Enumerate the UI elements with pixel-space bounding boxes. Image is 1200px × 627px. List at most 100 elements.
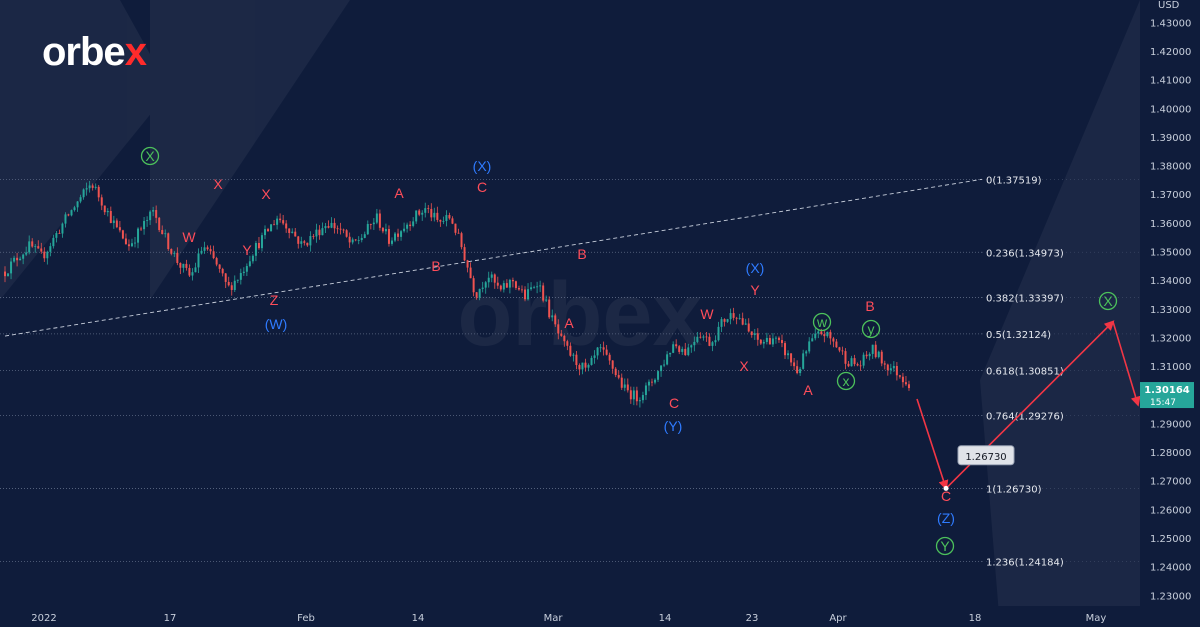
wave-label: A: [394, 185, 404, 201]
candle-body: [744, 323, 747, 325]
candle-body: [838, 347, 841, 351]
time-axis[interactable]: 2022 17 Feb 14 Mar 14 23 Apr 18 May: [0, 606, 1200, 627]
wave-label-ring: [140, 146, 160, 166]
candle-body: [557, 324, 560, 334]
candle-body: [257, 243, 260, 249]
candle-body: [654, 379, 657, 383]
fib-label: 1.236(1.24184): [986, 557, 1064, 568]
candle-body: [112, 220, 115, 223]
watermark-text: orbex: [457, 265, 702, 365]
candle-body: [844, 351, 847, 364]
candle-body: [4, 271, 6, 277]
candle-body: [774, 337, 777, 339]
candle-body: [439, 219, 442, 222]
fib-label: 0.382(1.33397): [986, 293, 1064, 304]
candle-body: [354, 239, 357, 241]
countdown-text: 15:47: [1150, 398, 1176, 408]
wave-label-text: w: [816, 314, 828, 330]
candle-body: [10, 261, 13, 274]
candle-body: [79, 197, 82, 202]
candle-body: [847, 363, 850, 367]
candle-body: [533, 287, 536, 289]
wave-label-ring: [836, 371, 856, 391]
fib-label: 0.236(1.34973): [986, 248, 1064, 259]
candle-body: [303, 241, 306, 243]
wave-label: A: [564, 315, 574, 331]
target-callout-text: 1.26730: [965, 452, 1006, 463]
candle-body: [717, 326, 720, 341]
candle-body: [817, 331, 820, 334]
wave-label-circled: X: [140, 146, 160, 166]
wave-label: B: [865, 298, 874, 314]
candle-body: [191, 272, 194, 276]
candle-body: [780, 340, 783, 344]
candle-body: [164, 233, 167, 235]
candle-body: [581, 362, 584, 370]
candle-body: [282, 220, 285, 224]
wave-label: (W): [265, 316, 288, 332]
candle-body: [209, 249, 212, 252]
candle-body: [672, 344, 675, 353]
candle-body: [279, 218, 282, 221]
candle-body: [641, 395, 644, 401]
y-tick-label: 1.41000: [1150, 76, 1191, 87]
candle-body: [31, 241, 34, 247]
candle-body: [617, 375, 620, 378]
current-price-badge: [1140, 382, 1194, 409]
wave-label-circled: x: [836, 371, 856, 391]
candle-body: [215, 258, 218, 265]
candle-body: [826, 331, 829, 337]
wave-label-circled: Y: [935, 536, 955, 556]
candle-body: [871, 344, 874, 354]
candle-body: [25, 252, 28, 255]
candle-body: [647, 381, 650, 386]
candle-body: [820, 331, 823, 335]
brand-name: orbe: [42, 30, 126, 74]
wave-label-text: X: [739, 358, 749, 374]
y-tick-label: 1.27000: [1150, 477, 1191, 488]
price-axis[interactable]: 1.23000 1.24000 1.25000 1.26000 1.27000 1.280…: [1140, 0, 1200, 627]
candle-body: [173, 252, 176, 254]
candle-body: [593, 355, 596, 358]
candle-body: [345, 230, 348, 237]
candle-body: [484, 282, 487, 288]
candle-body: [312, 236, 315, 237]
candle-body: [883, 363, 886, 365]
candle-body: [403, 228, 406, 232]
candle-body: [611, 360, 614, 369]
candle-body: [762, 341, 765, 344]
wave-label-text: Y: [750, 282, 760, 298]
candle-body: [765, 337, 768, 342]
candle-body: [103, 205, 106, 213]
candle-body: [336, 228, 339, 230]
candle-body: [814, 333, 817, 339]
candle-body: [369, 224, 372, 225]
candle-body: [224, 273, 227, 282]
candle-body: [527, 289, 530, 300]
candle-body: [430, 208, 433, 218]
trendline-dashed: [4, 178, 983, 337]
candle-body: [841, 350, 844, 352]
candle-body: [693, 341, 696, 346]
candle-body: [835, 341, 838, 348]
target-callout: 1.26730: [957, 445, 1015, 466]
candle-body: [333, 222, 336, 229]
candle-body: [587, 364, 590, 368]
target-callout-box: [957, 445, 1015, 466]
candle-body: [726, 319, 729, 322]
candle-body: [76, 201, 79, 208]
candle-body: [768, 337, 771, 345]
wave-label-text: y: [868, 321, 875, 337]
x-tick-label: Feb: [297, 613, 315, 624]
candle-body: [675, 344, 678, 347]
candle-body: [865, 354, 868, 357]
candle-body: [880, 351, 883, 364]
wave-label: C: [477, 179, 487, 195]
candle-body: [339, 228, 342, 230]
candle-body: [853, 358, 856, 365]
candle-body: [176, 252, 179, 264]
candle-body: [520, 289, 523, 291]
candle-body: [327, 226, 330, 228]
wave-label-text: (Z): [937, 510, 955, 526]
candle-body: [508, 279, 511, 288]
